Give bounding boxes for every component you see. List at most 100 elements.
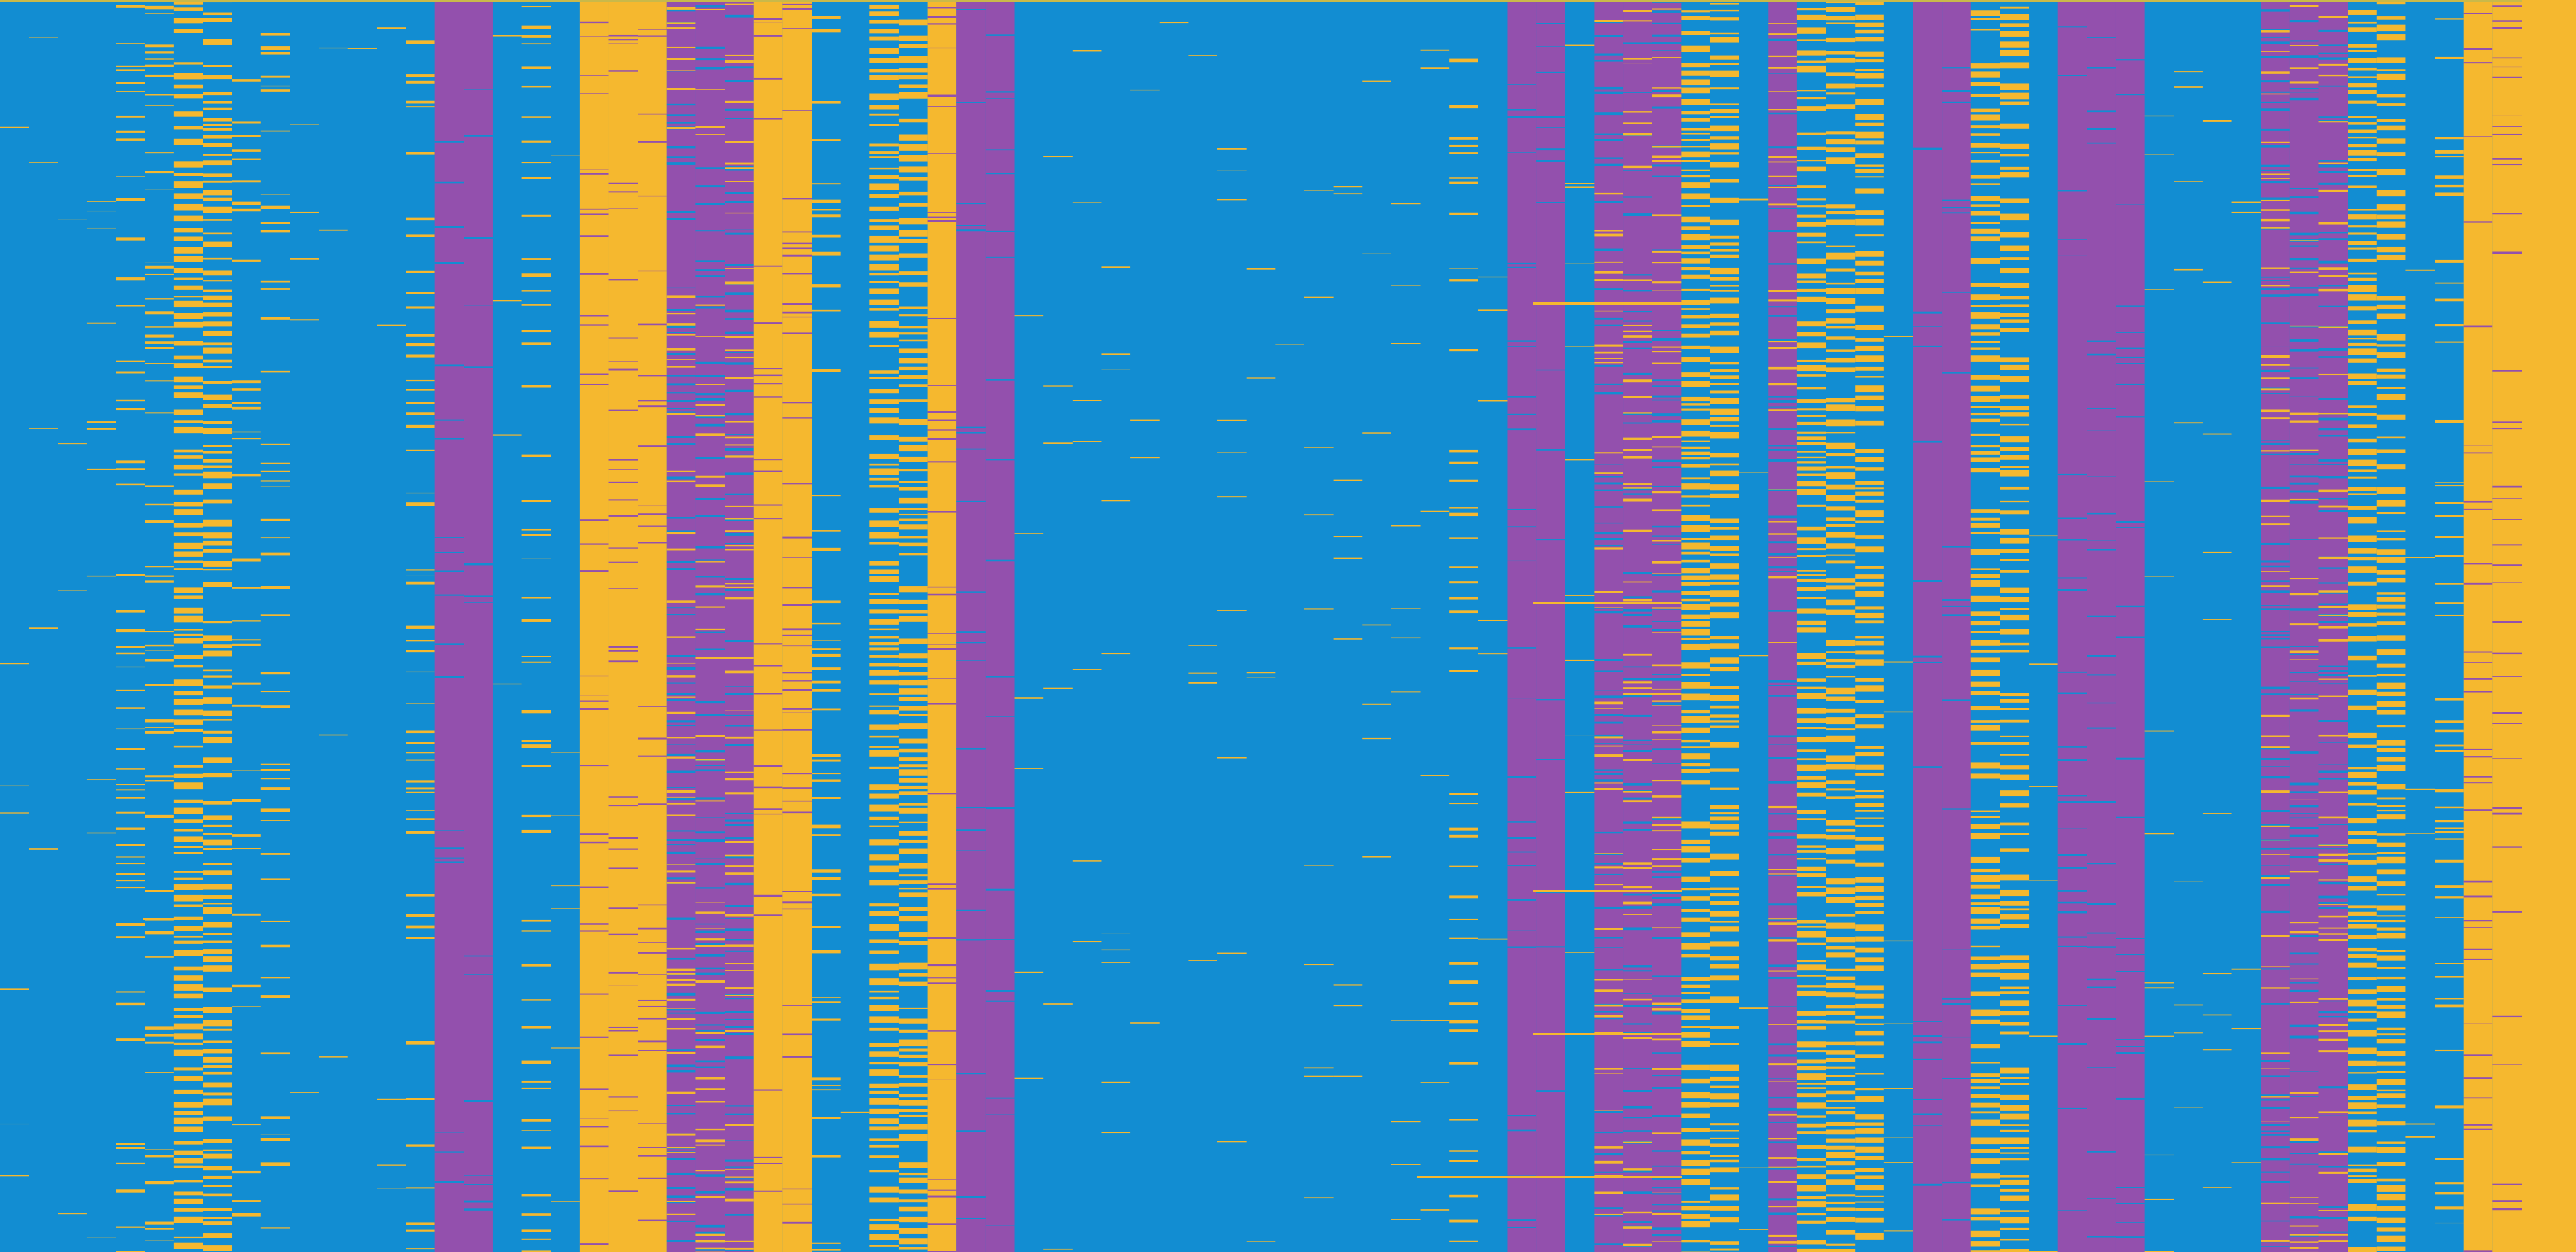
- heatmap-cell: [2289, 349, 2319, 352]
- heatmap-cell: [1970, 657, 2000, 663]
- heatmap-cell: [1681, 1009, 1710, 1013]
- heatmap-cell: [869, 105, 899, 110]
- heatmap-cell: [1594, 1175, 1624, 1177]
- heatmap-cell: [1188, 645, 1218, 646]
- heatmap-cell: [1652, 1002, 1682, 1005]
- heatmap-cell: [666, 88, 696, 90]
- heatmap-cell: [145, 719, 174, 723]
- heatmap-cell: [1594, 59, 1624, 62]
- heatmap-cell: [2376, 387, 2406, 389]
- heatmap-cell: [2405, 788, 2435, 790]
- heatmap-cell: [203, 1185, 232, 1187]
- heatmap-cell: [2289, 55, 2319, 58]
- heatmap-cell: [2348, 920, 2377, 922]
- heatmap-cell: [2463, 582, 2493, 585]
- heatmap-cell: [898, 155, 928, 162]
- heatmap-cell: [1826, 848, 1856, 855]
- heatmap-cell: [2348, 905, 2377, 909]
- heatmap-cell: [1709, 1043, 1739, 1045]
- heatmap-cell: [2492, 421, 2522, 423]
- heatmap-cell: [898, 306, 928, 309]
- heatmap-cell: [869, 1144, 899, 1148]
- heatmap-cell: [2318, 116, 2348, 118]
- heatmap-cell: [666, 9, 696, 12]
- heatmap-cell: [2231, 968, 2261, 970]
- heatmap-cell: [927, 23, 957, 25]
- heatmap-cell: [898, 282, 928, 287]
- heatmap-cell: [2318, 674, 2348, 676]
- heatmap-cell: [1826, 517, 1856, 521]
- heatmap-cell: [1855, 895, 1884, 901]
- heatmap-cell: [638, 141, 667, 143]
- heatmap-cell: [2289, 1225, 2319, 1227]
- heatmap-cell: [1652, 795, 1682, 798]
- heatmap-cell: [812, 1249, 841, 1251]
- heatmap-cell: [2348, 438, 2377, 443]
- heatmap-cell: [1681, 559, 1710, 563]
- heatmap-cell: [145, 684, 174, 686]
- heatmap-cell: [116, 130, 145, 133]
- heatmap-cell: [1594, 35, 1624, 37]
- heatmap-cell: [2348, 225, 2377, 228]
- heatmap-cell: [1826, 829, 1856, 832]
- heatmap-cell: [1681, 693, 1710, 701]
- heatmap-cell: [1826, 1111, 1856, 1115]
- heatmap-cell: [638, 405, 667, 408]
- heatmap-cell: [927, 1251, 957, 1252]
- heatmap-cell: [1709, 612, 1739, 619]
- heatmap-cell: [2174, 1004, 2203, 1006]
- heatmap-cell: [521, 273, 551, 277]
- heatmap-cell: [782, 303, 812, 305]
- heatmap-cell: [1709, 657, 1739, 664]
- heatmap-cell: [1796, 431, 1826, 434]
- heatmap-cell: [521, 290, 551, 292]
- heatmap-cell: [869, 273, 899, 276]
- heatmap-cell: [2000, 486, 2030, 490]
- heatmap-cell: [579, 993, 609, 995]
- heatmap-cell: [203, 650, 232, 657]
- heatmap-cell: [260, 462, 290, 464]
- heatmap-cell: [173, 877, 203, 880]
- heatmap-cell: [1826, 58, 1856, 63]
- heatmap-cell: [2000, 304, 2030, 307]
- heatmap-cell: [1942, 997, 1971, 1000]
- heatmap-cell: [2000, 143, 2030, 149]
- heatmap-cell: [1623, 324, 1652, 326]
- heatmap-cell: [1826, 554, 1856, 556]
- heatmap-cell: [1970, 196, 2000, 201]
- heatmap-cell: [2115, 59, 2145, 61]
- heatmap-cell: [2289, 1163, 2319, 1165]
- heatmap-cell: [2463, 776, 2493, 778]
- heatmap-cell: [1768, 836, 1797, 839]
- heatmap-cell: [116, 305, 145, 307]
- heatmap-cell: [2348, 1084, 2377, 1090]
- heatmap-cell: [695, 484, 725, 487]
- heatmap-cell: [666, 408, 696, 410]
- heatmap-cell: [2261, 874, 2290, 877]
- heatmap-cell: [1855, 817, 1884, 819]
- heatmap-cell: [1623, 1168, 1652, 1171]
- heatmap-cell: [1681, 943, 1710, 950]
- heatmap-cell: [1594, 358, 1624, 359]
- heatmap-cell: [145, 566, 174, 568]
- heatmap-cell: [203, 499, 232, 504]
- heatmap-cell: [1768, 566, 1797, 569]
- heatmap-cell: [1855, 606, 1884, 610]
- heatmap-cell: [2376, 842, 2406, 847]
- heatmap-cell: [2348, 83, 2377, 88]
- heatmap-cell: [2318, 459, 2348, 462]
- heatmap-cell: [406, 402, 435, 405]
- heatmap-cell: [1101, 1132, 1131, 1134]
- heatmap-cell: [1913, 1058, 1943, 1060]
- heatmap-cell: [927, 883, 957, 886]
- heatmap-cell: [666, 1069, 696, 1073]
- heatmap-cell: [1652, 10, 1682, 13]
- heatmap-cell: [782, 773, 812, 775]
- heatmap-cell: [1449, 980, 1478, 984]
- heatmap-cell: [2435, 150, 2464, 154]
- heatmap-cell: [173, 807, 203, 814]
- heatmap-cell: [203, 359, 232, 363]
- heatmap-cell: [1333, 186, 1363, 188]
- heatmap-cell: [2289, 697, 2319, 700]
- heatmap-cell: [608, 837, 638, 839]
